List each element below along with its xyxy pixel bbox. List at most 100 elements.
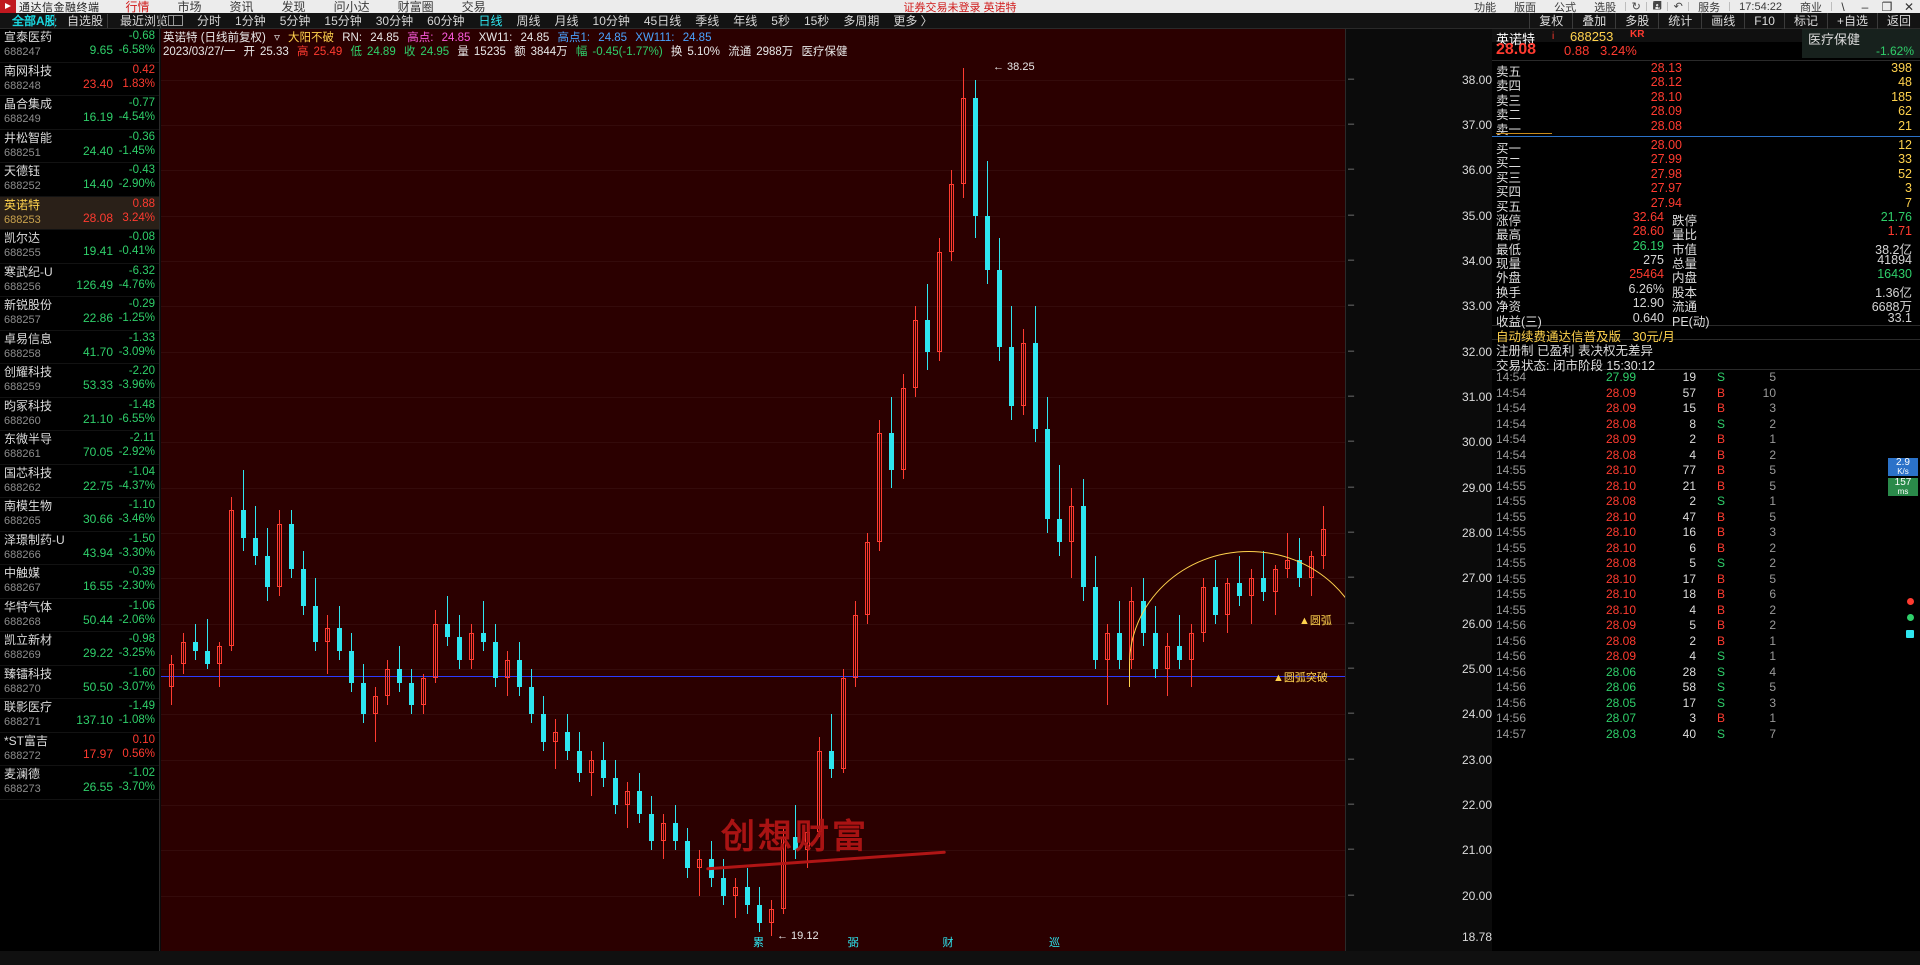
menu-item-functions[interactable]: 功能 [1474, 1, 1497, 14]
period-5sec[interactable]: 5秒 [771, 14, 790, 28]
tick-volume: 28 [1682, 664, 1696, 679]
back-button[interactable]: 返回 [1876, 12, 1920, 29]
service-button[interactable]: 服务 [1698, 1, 1721, 14]
menu-item-layout[interactable]: 版面 [1514, 1, 1537, 14]
period-daily[interactable]: 日线 [478, 14, 503, 28]
menu-item-assistant[interactable]: 问小达 [333, 0, 370, 14]
login-status[interactable]: 证券交易未登录 英诺特 [903, 1, 1017, 14]
chevron-down-icon[interactable]: ▿ [274, 32, 280, 44]
stock-list-item[interactable]: 东微半导 688261 70.05 -2.11 -2.92% [0, 431, 159, 465]
period-1min[interactable]: 1分钟 [235, 14, 266, 28]
stock-list-item[interactable]: 天德钰 688252 14.40 -0.43 -2.90% [0, 163, 159, 197]
kline-chart[interactable]: 英诺特 (日线前复权) ▿ 大阳不破 RN: 24.85 高点: 24.85 X… [161, 29, 1345, 951]
stock-list-item[interactable]: 联影医疗 688271 137.10 -1.49 -1.08% [0, 699, 159, 733]
sector-badge[interactable]: 医疗保健 -1.62% [1802, 29, 1920, 58]
bid-level-row[interactable]: 买三 27.98 52 [1492, 167, 1920, 185]
layout-split-icon[interactable] [168, 15, 183, 26]
stock-list-item[interactable]: 宣泰医药 688247 9.65 -0.68 -6.58% [0, 29, 159, 63]
stock-list-item[interactable]: 晶合集成 688249 16.19 -0.77 -4.54% [0, 96, 159, 130]
stock-price: 22.86 [82, 311, 113, 325]
stock-list-item[interactable]: 寒武纪-U 688256 126.49 -6.32 -4.76% [0, 264, 159, 297]
add-watchlist-button[interactable]: +自选 [1826, 12, 1877, 29]
drawline-button[interactable]: 画线 [1701, 12, 1744, 29]
chart-plot-area[interactable]: ← 38.25 ← 19.12 ▲圆弧 ▲圆弧突破累 弼 财 巡 [161, 57, 1345, 951]
tab-watchlist[interactable]: 自选股 [67, 13, 104, 28]
bid-level-row[interactable]: 买四 27.97 3 [1492, 181, 1920, 199]
tab-recent[interactable]: 最近浏览 [120, 13, 169, 28]
stock-list-item[interactable]: 南模生物 688265 30.66 -1.10 -3.46% [0, 498, 159, 532]
tick-time: 14:55 [1496, 556, 1527, 571]
f10-button[interactable]: F10 [1744, 12, 1784, 29]
statistics-button[interactable]: 统计 [1658, 12, 1701, 29]
ask-level-row[interactable]: 卖五 28.13 398 [1492, 61, 1920, 79]
period-10min[interactable]: 10分钟 [592, 14, 630, 28]
mark-button[interactable]: 标记 [1783, 12, 1827, 29]
refresh-icon[interactable]: ↻ [1631, 1, 1641, 13]
stock-list-item[interactable]: 华特气体 688268 50.44 -1.06 -2.06% [0, 599, 159, 632]
period-45day[interactable]: 45日线 [643, 14, 682, 28]
menu-item-formula[interactable]: 公式 [1554, 1, 1577, 14]
tab-all-a-shares[interactable]: 全部A股 [12, 13, 57, 28]
stock-list-item[interactable]: 凯立新材 688269 29.22 -0.98 -3.25% [0, 632, 159, 666]
overlay-button[interactable]: 叠加 [1572, 12, 1615, 29]
period-multi[interactable]: 多周期 [843, 14, 880, 28]
period-30min[interactable]: 30分钟 [375, 14, 414, 28]
menu-item-market[interactable]: 市场 [177, 0, 202, 14]
menu-item-screener[interactable]: 选股 [1594, 1, 1617, 14]
info-icon[interactable]: i [1552, 31, 1555, 42]
period-60min[interactable]: 60分钟 [427, 14, 465, 28]
ask-level-row[interactable]: 卖四 28.12 48 [1492, 75, 1920, 93]
period-fenshi[interactable]: 分时 [197, 14, 222, 28]
stock-list-item[interactable]: 卓易信息 688258 41.70 -1.33 -3.09% [0, 331, 159, 364]
menu-item-news[interactable]: 资讯 [229, 0, 254, 14]
stock-list-item[interactable]: 麦澜德 688273 26.55 -1.02 -3.70% [0, 766, 159, 800]
adjust-price-button[interactable]: 复权 [1529, 12, 1572, 29]
latency-value: 157 [1894, 477, 1912, 489]
stock-list-item[interactable]: 国芯科技 688262 22.75 -1.04 -4.37% [0, 465, 159, 498]
menu-item-quotes[interactable]: 行情 [125, 0, 150, 14]
stock-list-item[interactable]: 中触媒 688267 16.55 -0.39 -2.30% [0, 565, 159, 599]
ask-level-row[interactable]: 卖二 28.09 62 [1492, 104, 1920, 122]
menu-item-discover[interactable]: 发现 [281, 0, 306, 14]
save-icon[interactable]: 🖪 [1652, 0, 1662, 12]
stock-list-item[interactable]: 泽璟制药-U 688266 43.94 -1.50 -3.30% [0, 532, 159, 565]
reply-icon[interactable]: ↶ [1673, 1, 1683, 13]
period-monthly[interactable]: 月线 [554, 14, 579, 28]
stock-list-item[interactable]: *ST富吉 688272 17.97 0.10 0.56% [0, 733, 159, 766]
promo-banner[interactable]: 自动续费通达信普及版 30元/月 [1492, 325, 1920, 344]
stock-list-item[interactable]: 南网科技 688248 23.40 0.42 1.83% [0, 63, 159, 96]
period-more[interactable]: 更多 〉 [893, 14, 933, 28]
stock-list-item[interactable]: 凯尔达 688255 19.41 -0.08 -0.41% [0, 230, 159, 264]
menu-item-wealth[interactable]: 财富圈 [397, 0, 434, 14]
stock-list-item[interactable]: 井松智能 688251 24.40 -0.36 -1.45% [0, 130, 159, 163]
stock-list-item[interactable]: 臻镭科技 688270 50.50 -1.60 -3.07% [0, 666, 159, 699]
stock-list-item[interactable]: 英诺特 688253 28.08 0.88 3.24% [0, 196, 159, 230]
ask-level-row[interactable]: 卖一 28.08 21 [1492, 119, 1920, 137]
stock-list-item[interactable]: 昀冢科技 688260 21.10 -1.48 -6.55% [0, 398, 159, 431]
bid-level-row[interactable]: 买二 27.99 33 [1492, 152, 1920, 170]
bid-level-row[interactable]: 买一 28.00 12 [1492, 138, 1920, 156]
stock-list-item[interactable]: 创耀科技 688259 53.33 -2.20 -3.96% [0, 364, 159, 398]
tick-row: 14:56 28.06 58 S 5 [1492, 680, 1920, 696]
period-yearly[interactable]: 年线 [733, 14, 758, 28]
ask-level-row[interactable]: 卖三 28.10 185 [1492, 90, 1920, 108]
period-weekly[interactable]: 周线 [516, 14, 541, 28]
period-5min[interactable]: 5分钟 [279, 14, 311, 28]
menu-item-trade[interactable]: 交易 [461, 0, 486, 14]
stock-list[interactable]: 宣泰医药 688247 9.65 -0.68 -6.58% 南网科技 688248 23.40… [0, 29, 159, 800]
maximize-button[interactable]: ❐ [1881, 0, 1893, 14]
period-15min[interactable]: 15分钟 [324, 14, 362, 28]
level-price: 28.12 [1650, 75, 1682, 90]
stock-code: 688256 [4, 280, 41, 293]
close-button[interactable]: ✕ [1903, 0, 1915, 14]
multi-stock-button[interactable]: 多股 [1615, 12, 1658, 29]
bid-level-row[interactable]: 买五 27.94 7 [1492, 196, 1920, 214]
tick-list[interactable]: 14:54 27.99 19 S 5 14:54 28.09 57 B 10 14:54 28.09 1… [1492, 370, 1920, 742]
price-tick: 37.00 [1461, 118, 1492, 132]
stock-list-item[interactable]: 新锐股份 688257 22.86 -0.29 -1.25% [0, 297, 159, 331]
period-quarterly[interactable]: 季线 [695, 14, 720, 28]
pin-icon[interactable]: \ [1841, 0, 1845, 14]
minimize-button[interactable]: – [1861, 0, 1869, 14]
period-15sec[interactable]: 15秒 [803, 14, 830, 28]
business-label[interactable]: 商业 [1800, 1, 1822, 14]
